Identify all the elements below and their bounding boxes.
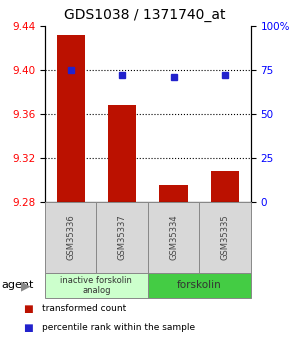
Text: forskolin: forskolin	[177, 280, 222, 290]
Text: GSM35334: GSM35334	[169, 214, 178, 260]
Text: GSM35337: GSM35337	[118, 214, 127, 260]
Bar	[211, 171, 239, 202]
Bar	[108, 105, 136, 202]
Text: transformed count: transformed count	[42, 304, 126, 313]
Text: ■: ■	[23, 304, 33, 314]
Text: agent: agent	[1, 280, 34, 290]
Text: GSM35336: GSM35336	[66, 214, 75, 260]
Text: percentile rank within the sample: percentile rank within the sample	[42, 323, 195, 332]
Text: ■: ■	[23, 323, 33, 333]
Bar	[57, 34, 85, 202]
Bar	[160, 185, 188, 202]
Text: GDS1038 / 1371740_at: GDS1038 / 1371740_at	[64, 8, 226, 22]
Text: GSM35335: GSM35335	[221, 214, 230, 260]
Text: inactive forskolin
analog: inactive forskolin analog	[61, 276, 132, 295]
Text: ▶: ▶	[21, 279, 31, 292]
